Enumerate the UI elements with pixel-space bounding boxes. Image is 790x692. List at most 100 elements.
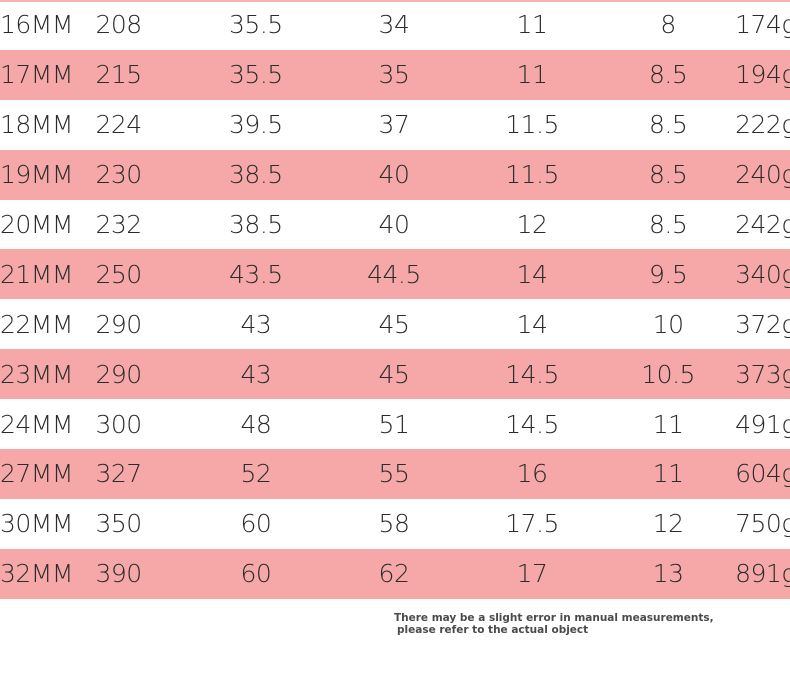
cell-weight: 222g bbox=[735, 110, 790, 140]
cell-col-a: 224 bbox=[95, 110, 142, 140]
cell-col-d: 14.5 bbox=[463, 349, 602, 400]
cell-col-d: 14 bbox=[516, 309, 548, 339]
cell-weight: 891g bbox=[735, 548, 790, 599]
table-row: 19MM 230 38.5 40 11.5 8.5 240g bbox=[0, 149, 790, 200]
cell-col-c: 44.5 bbox=[324, 249, 463, 300]
cell-col-d: 14 bbox=[463, 249, 602, 300]
cell-col-d: 11 bbox=[516, 10, 548, 40]
cell-size: 21MM bbox=[0, 249, 96, 300]
cell-weight: 194g bbox=[735, 49, 790, 100]
cell-col-d: 16 bbox=[463, 449, 602, 499]
cell-col-e: 9.5 bbox=[601, 249, 736, 300]
cell-col-b: 38.5 bbox=[229, 210, 283, 239]
cell-col-a: 208 bbox=[95, 10, 142, 40]
cell-col-c: 45 bbox=[378, 309, 410, 339]
cell-col-e: 8.5 bbox=[648, 210, 688, 239]
cell-weight: 372g bbox=[735, 309, 790, 339]
cell-col-d: 11.5 bbox=[505, 110, 559, 140]
cell-col-e: 8.5 bbox=[648, 110, 688, 140]
cell-col-b: 60 bbox=[240, 509, 272, 539]
cell-col-e: 12 bbox=[652, 509, 684, 539]
cell-col-c: 37 bbox=[378, 110, 410, 140]
cell-col-c: 58 bbox=[378, 509, 410, 539]
cell-size: 18MM bbox=[0, 110, 73, 140]
top-edge-line bbox=[0, 0, 790, 2]
cell-col-d: 11 bbox=[463, 49, 602, 100]
cell-col-e: 11 bbox=[601, 449, 736, 499]
cell-weight: 340g bbox=[735, 249, 790, 300]
cell-col-a: 250 bbox=[95, 249, 187, 300]
cell-col-c: 55 bbox=[324, 449, 463, 499]
cell-weight: 373g bbox=[735, 349, 790, 400]
cell-col-b: 35.5 bbox=[229, 10, 283, 40]
cell-col-b: 43.5 bbox=[186, 249, 325, 300]
cell-weight: 750g bbox=[735, 509, 790, 539]
cell-col-b: 35.5 bbox=[186, 49, 325, 100]
cell-col-e: 13 bbox=[601, 548, 736, 599]
table-row: 20MM 232 38.5 40 12 8.5 242g bbox=[0, 200, 790, 250]
cell-col-a: 390 bbox=[95, 548, 187, 599]
table-row: 27MM 327 52 55 16 11 604g bbox=[0, 449, 790, 499]
table-row: 21MM 250 43.5 44.5 14 9.5 340g bbox=[0, 249, 790, 300]
cell-col-c: 35 bbox=[324, 49, 463, 100]
cell-col-b: 52 bbox=[186, 449, 325, 499]
cell-weight: 242g bbox=[735, 210, 790, 239]
cell-size: 23MM bbox=[0, 349, 96, 400]
cell-weight: 240g bbox=[735, 149, 790, 200]
cell-col-a: 327 bbox=[95, 449, 187, 499]
cell-col-a: 232 bbox=[95, 210, 142, 239]
cell-col-e: 8.5 bbox=[601, 49, 736, 100]
cell-col-a: 215 bbox=[95, 49, 187, 100]
cell-col-c: 40 bbox=[378, 210, 410, 239]
cell-col-d: 12 bbox=[516, 210, 548, 239]
table-row: 16MM 208 35.5 34 11 8 174g bbox=[0, 0, 790, 50]
cell-col-c: 34 bbox=[378, 10, 410, 40]
cell-col-b: 38.5 bbox=[186, 149, 325, 200]
cell-weight: 174g bbox=[735, 10, 790, 40]
table-row: 17MM 215 35.5 35 11 8.5 194g bbox=[0, 49, 790, 100]
cell-col-b: 48 bbox=[240, 409, 272, 439]
cell-size: 24MM bbox=[0, 409, 73, 439]
cell-col-d: 14.5 bbox=[505, 409, 559, 439]
table-body: 16MM 208 35.5 34 11 8 174g 17MM 215 35.5 35 11 8.5 19… bbox=[0, 0, 790, 599]
size-spec-table: 16MM 208 35.5 34 11 8 174g 17MM 215 35.5 35 11 8.5 19… bbox=[0, 0, 790, 599]
cell-col-b: 43 bbox=[186, 349, 325, 400]
cell-col-e: 10 bbox=[652, 309, 684, 339]
cell-size: 30MM bbox=[0, 509, 73, 539]
cell-col-e: 8.5 bbox=[601, 149, 736, 200]
cell-size: 27MM bbox=[0, 449, 96, 499]
cell-weight: 491g bbox=[735, 409, 790, 439]
table-row: 30MM 350 60 58 17.5 12 750g bbox=[0, 499, 790, 549]
measurement-note-line-1: There may be a slight error in manual me… bbox=[394, 612, 714, 624]
cell-col-c: 51 bbox=[378, 409, 410, 439]
cell-col-a: 300 bbox=[95, 409, 142, 439]
cell-size: 16MM bbox=[0, 10, 73, 40]
cell-size: 17MM bbox=[0, 49, 96, 100]
cell-size: 19MM bbox=[0, 149, 96, 200]
cell-col-e: 10.5 bbox=[601, 349, 736, 400]
cell-col-a: 350 bbox=[95, 509, 142, 539]
cell-col-d: 11.5 bbox=[463, 149, 602, 200]
table-row: 24MM 300 48 51 14.5 11 491g bbox=[0, 399, 790, 449]
cell-col-c: 45 bbox=[324, 349, 463, 400]
table-row: 32MM 390 60 62 17 13 891g bbox=[0, 548, 790, 599]
cell-col-e: 11 bbox=[652, 409, 684, 439]
cell-col-b: 43 bbox=[240, 309, 272, 339]
cell-col-c: 62 bbox=[324, 548, 463, 599]
cell-col-b: 60 bbox=[186, 548, 325, 599]
cell-col-c: 40 bbox=[324, 149, 463, 200]
cell-col-d: 17 bbox=[463, 548, 602, 599]
cell-size: 22MM bbox=[0, 309, 73, 339]
measurement-note: There may be a slight error in manual me… bbox=[394, 612, 714, 636]
cell-size: 20MM bbox=[0, 210, 73, 239]
table-row: 22MM 290 43 45 14 10 372g bbox=[0, 299, 790, 349]
cell-col-b: 39.5 bbox=[229, 110, 283, 140]
table-row: 23MM 290 43 45 14.5 10.5 373g bbox=[0, 349, 790, 400]
cell-size: 32MM bbox=[0, 548, 96, 599]
cell-col-d: 17.5 bbox=[505, 509, 559, 539]
cell-weight: 604g bbox=[735, 449, 790, 499]
cell-col-a: 230 bbox=[95, 149, 187, 200]
cell-col-a: 290 bbox=[95, 349, 187, 400]
measurement-note-line-2: please refer to the actual object bbox=[397, 624, 589, 636]
table-row: 18MM 224 39.5 37 11.5 8.5 222g bbox=[0, 100, 790, 150]
